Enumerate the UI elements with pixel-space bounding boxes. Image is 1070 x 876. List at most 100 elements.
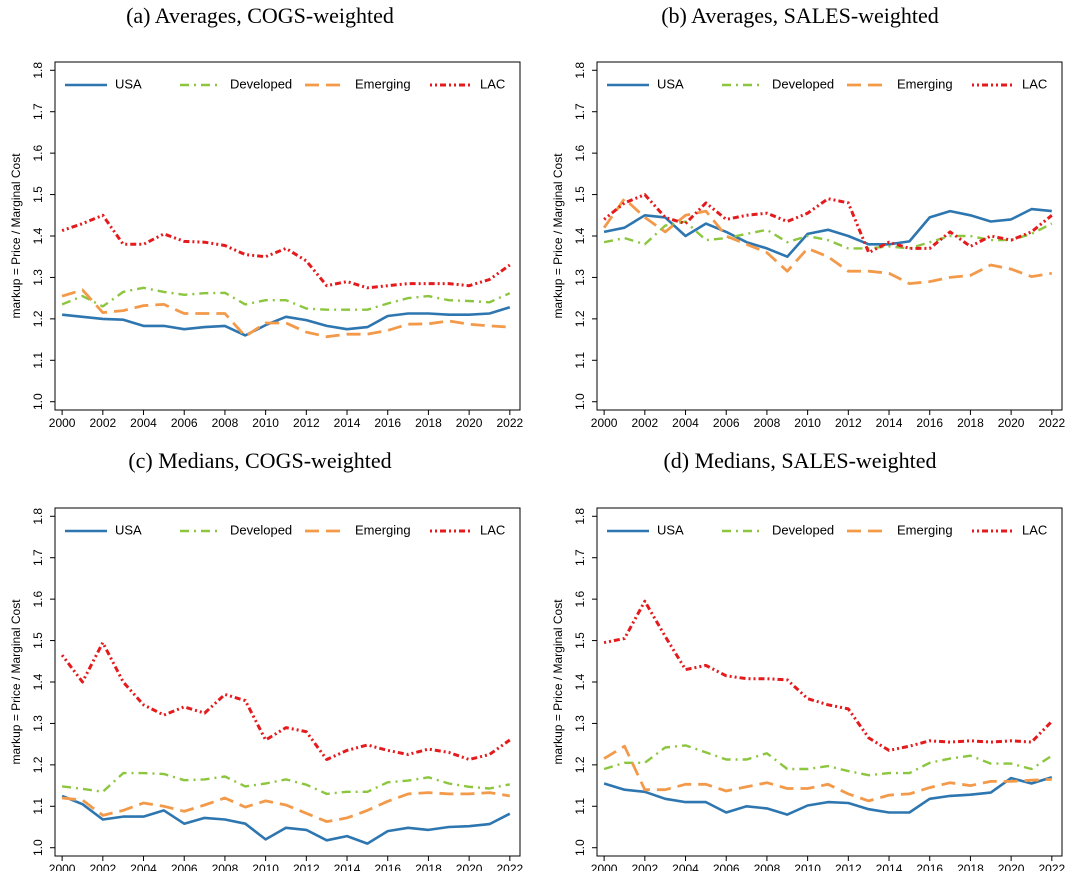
series-line — [61, 213, 511, 290]
legend-label: LAC — [1022, 522, 1047, 537]
x-tick-label: 2018 — [957, 862, 984, 871]
y-tick-label: 1.6 — [31, 590, 45, 607]
x-tick-label: 2004 — [672, 416, 699, 430]
y-tick-label: 1.4 — [573, 227, 587, 244]
y-tick-label: 1.6 — [573, 144, 587, 161]
panel: (d) Medians, SALES-weighted markup = Pric… — [551, 448, 1065, 876]
legend-label: Developed — [230, 76, 292, 91]
y-tick-label: 1.2 — [31, 310, 45, 327]
y-tick-label: 1.7 — [31, 103, 45, 120]
x-tick-label: 2014 — [876, 862, 903, 871]
x-tick-label: 2002 — [631, 416, 658, 430]
y-axis-label: markup = Price / Marginal Cost — [551, 153, 565, 319]
series-line — [603, 599, 1053, 752]
x-tick-label: 2016 — [916, 416, 943, 430]
legend-label: USA — [115, 76, 142, 91]
x-tick-label: 2016 — [374, 862, 401, 871]
y-tick-label: 1.3 — [31, 715, 45, 732]
y-tick-label: 1.1 — [573, 352, 587, 369]
y-tick-label: 1.1 — [31, 798, 45, 815]
y-tick-label: 1.2 — [573, 756, 587, 773]
y-tick-label: 1.8 — [573, 62, 587, 79]
x-tick-label: 2000 — [591, 862, 618, 871]
y-tick-label: 1.7 — [573, 103, 587, 120]
series-line — [60, 641, 511, 761]
legend-label: Developed — [772, 522, 834, 537]
x-tick-label: 2008 — [212, 416, 239, 430]
y-tick-label: 1.3 — [573, 269, 587, 286]
x-tick-label: 2008 — [754, 416, 781, 430]
panel-title: (a) Averages, COGS-weighted — [126, 3, 394, 28]
x-tick-label: 2002 — [89, 862, 116, 871]
x-tick-label: 2020 — [998, 416, 1025, 430]
x-tick-label: 2018 — [415, 416, 442, 430]
series-line — [603, 744, 1052, 803]
legend-label: LAC — [480, 522, 505, 537]
x-tick-label: 2020 — [998, 862, 1025, 871]
series-line — [603, 220, 1053, 250]
series-line — [603, 744, 1053, 777]
x-tick-label: 2000 — [49, 416, 76, 430]
y-tick-label: 1.6 — [573, 590, 587, 607]
x-tick-label: 2004 — [672, 862, 699, 871]
x-tick-label: 2002 — [89, 416, 116, 430]
x-tick-label: 2004 — [130, 416, 157, 430]
x-tick-label: 2008 — [754, 862, 781, 871]
y-tick-label: 1.0 — [31, 839, 45, 856]
y-tick-label: 1.4 — [31, 227, 45, 244]
x-tick-label: 2020 — [456, 862, 483, 871]
x-tick-label: 2020 — [456, 416, 483, 430]
plot-frame — [54, 61, 521, 411]
legend-label: USA — [657, 522, 684, 537]
panel: (c) Medians, COGS-weighted markup = Price… — [9, 448, 523, 876]
y-tick-label: 1.6 — [31, 144, 45, 161]
x-tick-label: 2004 — [130, 862, 157, 871]
x-tick-label: 2010 — [794, 862, 821, 871]
x-tick-label: 2012 — [293, 416, 320, 430]
x-tick-label: 2016 — [374, 416, 401, 430]
y-tick-label: 1.0 — [573, 393, 587, 410]
series-line — [603, 207, 1052, 258]
x-tick-label: 2006 — [713, 416, 740, 430]
y-tick-label: 1.1 — [573, 798, 587, 815]
x-tick-label: 2008 — [212, 862, 239, 871]
x-tick-label: 2012 — [835, 862, 862, 871]
y-tick-label: 1.4 — [573, 673, 587, 690]
y-tick-label: 1.2 — [31, 756, 45, 773]
panel-title: (d) Medians, SALES-weighted — [663, 448, 936, 473]
plot-frame — [596, 61, 1063, 411]
y-tick-label: 1.5 — [573, 186, 587, 203]
legend-label: LAC — [1022, 76, 1047, 91]
y-tick-label: 1.1 — [31, 352, 45, 369]
series-line — [602, 197, 1053, 285]
panel-title: (c) Medians, COGS-weighted — [128, 448, 391, 473]
y-axis-label: markup = Price / Marginal Cost — [551, 599, 565, 765]
series-line — [61, 306, 511, 337]
x-tick-label: 2022 — [1038, 862, 1065, 871]
x-tick-label: 2012 — [293, 862, 320, 871]
legend-label: USA — [115, 522, 142, 537]
x-tick-label: 2010 — [252, 416, 279, 430]
y-tick-label: 1.5 — [31, 632, 45, 649]
y-tick-label: 1.5 — [31, 186, 45, 203]
series-line — [61, 771, 511, 796]
x-tick-label: 2010 — [794, 416, 821, 430]
plot-frame — [54, 507, 521, 857]
series-line — [61, 791, 511, 823]
x-tick-label: 2006 — [171, 862, 198, 871]
y-tick-label: 1.3 — [31, 269, 45, 286]
x-tick-label: 2000 — [591, 416, 618, 430]
y-tick-label: 1.8 — [573, 508, 587, 525]
y-tick-label: 1.5 — [573, 632, 587, 649]
series-line — [603, 776, 1053, 816]
y-tick-label: 1.2 — [573, 310, 587, 327]
x-tick-label: 2006 — [713, 862, 740, 871]
x-tick-label: 2002 — [631, 862, 658, 871]
y-tick-label: 1.0 — [573, 839, 587, 856]
legend-label: LAC — [480, 76, 505, 91]
legend-label: Developed — [772, 76, 834, 91]
legend-label: Developed — [230, 522, 292, 537]
legend-label: USA — [657, 76, 684, 91]
